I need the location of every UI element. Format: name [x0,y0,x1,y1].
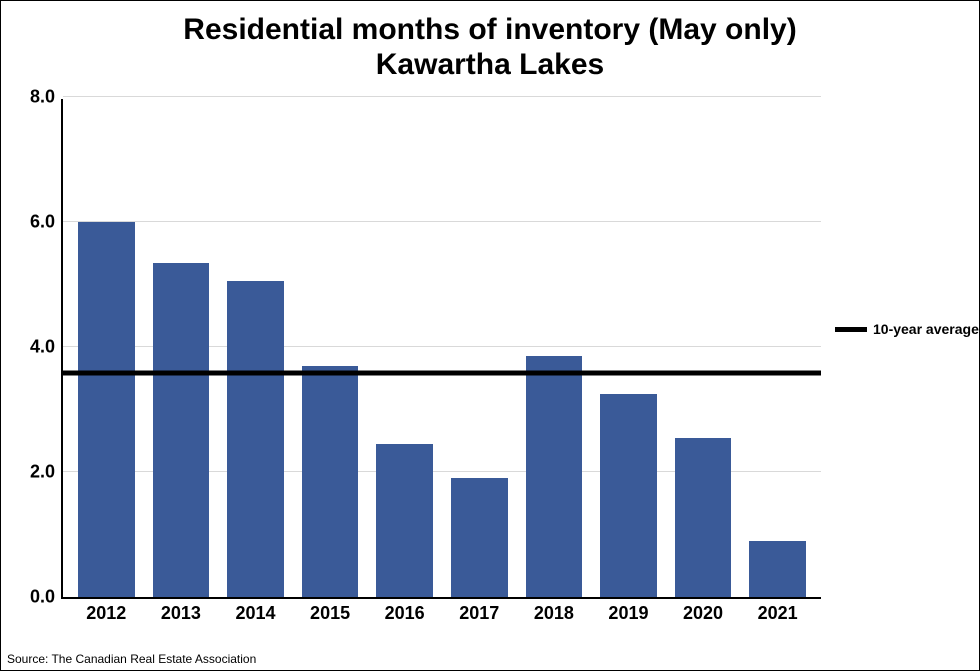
y-tick-label: 4.0 [30,337,63,358]
bar-cell: 2020 [666,438,741,597]
chart-title-line1: Residential months of inventory (May onl… [1,13,979,48]
bar [749,541,806,597]
x-tick-label: 2012 [86,597,126,624]
x-tick-label: 2021 [758,597,798,624]
bar-cell: 2017 [442,478,517,597]
bar [302,366,359,597]
source-text: Source: The Canadian Real Estate Associa… [7,652,256,666]
bar-cell: 2018 [517,356,592,597]
legend: 10-year average [835,321,979,337]
bar [153,263,210,597]
bar [600,394,657,597]
x-tick-label: 2016 [385,597,425,624]
y-tick-label: 2.0 [30,462,63,483]
bars-group: 2012201320142015201620172018201920202021 [63,99,821,597]
bar-cell: 2014 [218,281,293,597]
bar-cell: 2012 [69,222,144,597]
x-tick-label: 2019 [608,597,648,624]
bar [227,281,284,597]
average-line [63,371,821,376]
x-tick-label: 2020 [683,597,723,624]
chart-container: Residential months of inventory (May onl… [0,0,980,671]
chart-title-line2: Kawartha Lakes [1,48,979,83]
bar [526,356,583,597]
bar-cell: 2016 [367,444,442,597]
bar-cell: 2015 [293,366,368,597]
bar-cell: 2013 [144,263,219,597]
chart-title: Residential months of inventory (May onl… [1,1,979,82]
bar [451,478,508,597]
y-tick-label: 8.0 [30,87,63,108]
legend-line-swatch [835,327,867,332]
bar-cell: 2021 [740,541,815,597]
x-tick-label: 2017 [459,597,499,624]
x-tick-label: 2014 [235,597,275,624]
y-tick-label: 6.0 [30,212,63,233]
bar [78,222,135,597]
bar [675,438,732,597]
x-tick-label: 2018 [534,597,574,624]
legend-label: 10-year average [873,321,979,337]
bar-cell: 2019 [591,394,666,597]
bar [376,444,433,597]
x-tick-label: 2015 [310,597,350,624]
plot-area: 2012201320142015201620172018201920202021… [61,99,821,599]
y-tick-label: 0.0 [30,587,63,608]
gridline [63,96,821,97]
x-tick-label: 2013 [161,597,201,624]
